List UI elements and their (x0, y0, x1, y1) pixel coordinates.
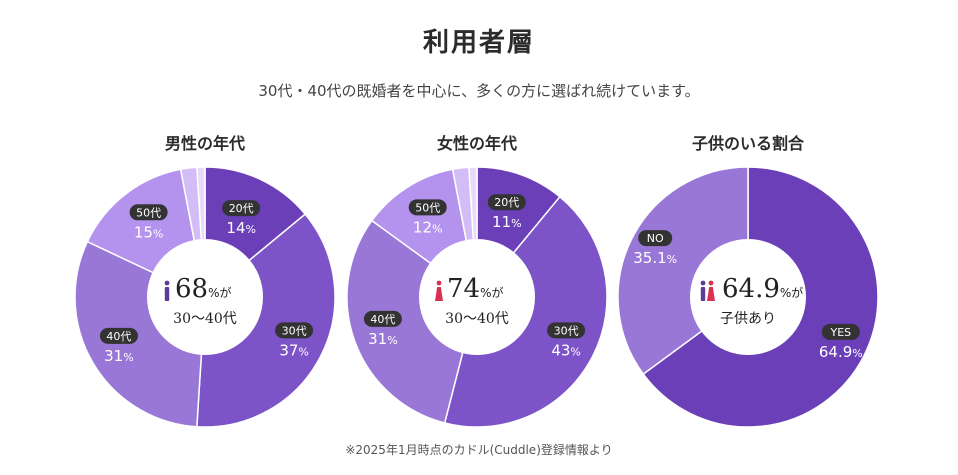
page-subtitle: 30代・40代の既婚者を中心に、多くの方に選ばれ続けています。 (258, 82, 700, 100)
slice-percent-label: 35.1% (633, 249, 677, 267)
donut-hole (147, 239, 263, 355)
page-title: 利用者層 (422, 28, 535, 58)
slice-percent-label: 11% (492, 213, 522, 231)
slice-percent-label: 31% (104, 347, 134, 365)
slice-percent-label: 14% (226, 219, 256, 237)
slice-category-label: 30代 (282, 324, 307, 337)
pie-slice (346, 219, 478, 424)
female-icon (435, 280, 443, 301)
slice-category-label: 50代 (136, 206, 161, 219)
slice-category-label: 50代 (415, 201, 440, 214)
slice-percent-label: 15% (134, 223, 164, 241)
pie-slice (196, 213, 336, 428)
slice-label: NO 35.1% (633, 230, 677, 267)
chart-title-children: 子供のいる割合 (691, 134, 804, 153)
slice-category-label: NO (647, 232, 664, 245)
slice-category-label: YES (829, 326, 851, 339)
slice-percent-label: 12% (413, 218, 443, 236)
center-subtext: 30〜40代 (445, 311, 509, 327)
slice-percent-label: 31% (368, 330, 398, 348)
chart-title-female: 女性の年代 (436, 134, 517, 153)
pie-slice (617, 166, 749, 376)
slice-label: YES 64.9% (819, 323, 863, 361)
slice-category-label: 40代 (106, 330, 131, 343)
slice-category-label: 20代 (494, 196, 519, 209)
donut-hole (690, 239, 806, 355)
slice-percent-label: 64.9% (819, 343, 863, 361)
slice-category-label: 40代 (370, 313, 395, 326)
footnote: ※2025年1月時点のカドル(Cuddle)登録情報より (345, 443, 613, 457)
center-subtext: 子供あり (720, 311, 776, 327)
center-value: 68%が (175, 274, 232, 304)
slice-category-label: 30代 (554, 324, 579, 337)
center-value: 64.9%が (722, 274, 803, 304)
donut-hole (419, 239, 535, 355)
chart-title-male: 男性の年代 (164, 134, 245, 153)
couple-icon (700, 280, 715, 301)
male-icon (164, 280, 170, 301)
center-value: 74%が (447, 274, 504, 304)
slice-percent-label: 37% (279, 341, 309, 359)
slice-percent-label: 43% (551, 341, 581, 359)
slice-category-label: 20代 (229, 202, 254, 215)
center-subtext: 30〜40代 (173, 311, 237, 327)
